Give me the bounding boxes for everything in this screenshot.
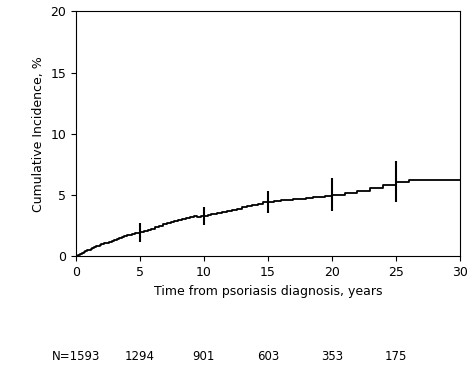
X-axis label: Time from psoriasis diagnosis, years: Time from psoriasis diagnosis, years [154, 285, 382, 297]
Text: 603: 603 [257, 350, 279, 363]
Text: 1294: 1294 [125, 350, 155, 363]
Text: 353: 353 [321, 350, 343, 363]
Text: 901: 901 [192, 350, 215, 363]
Text: 175: 175 [384, 350, 407, 363]
Text: N=1593: N=1593 [52, 350, 100, 363]
Y-axis label: Cumulative Incidence, %: Cumulative Incidence, % [32, 56, 45, 212]
